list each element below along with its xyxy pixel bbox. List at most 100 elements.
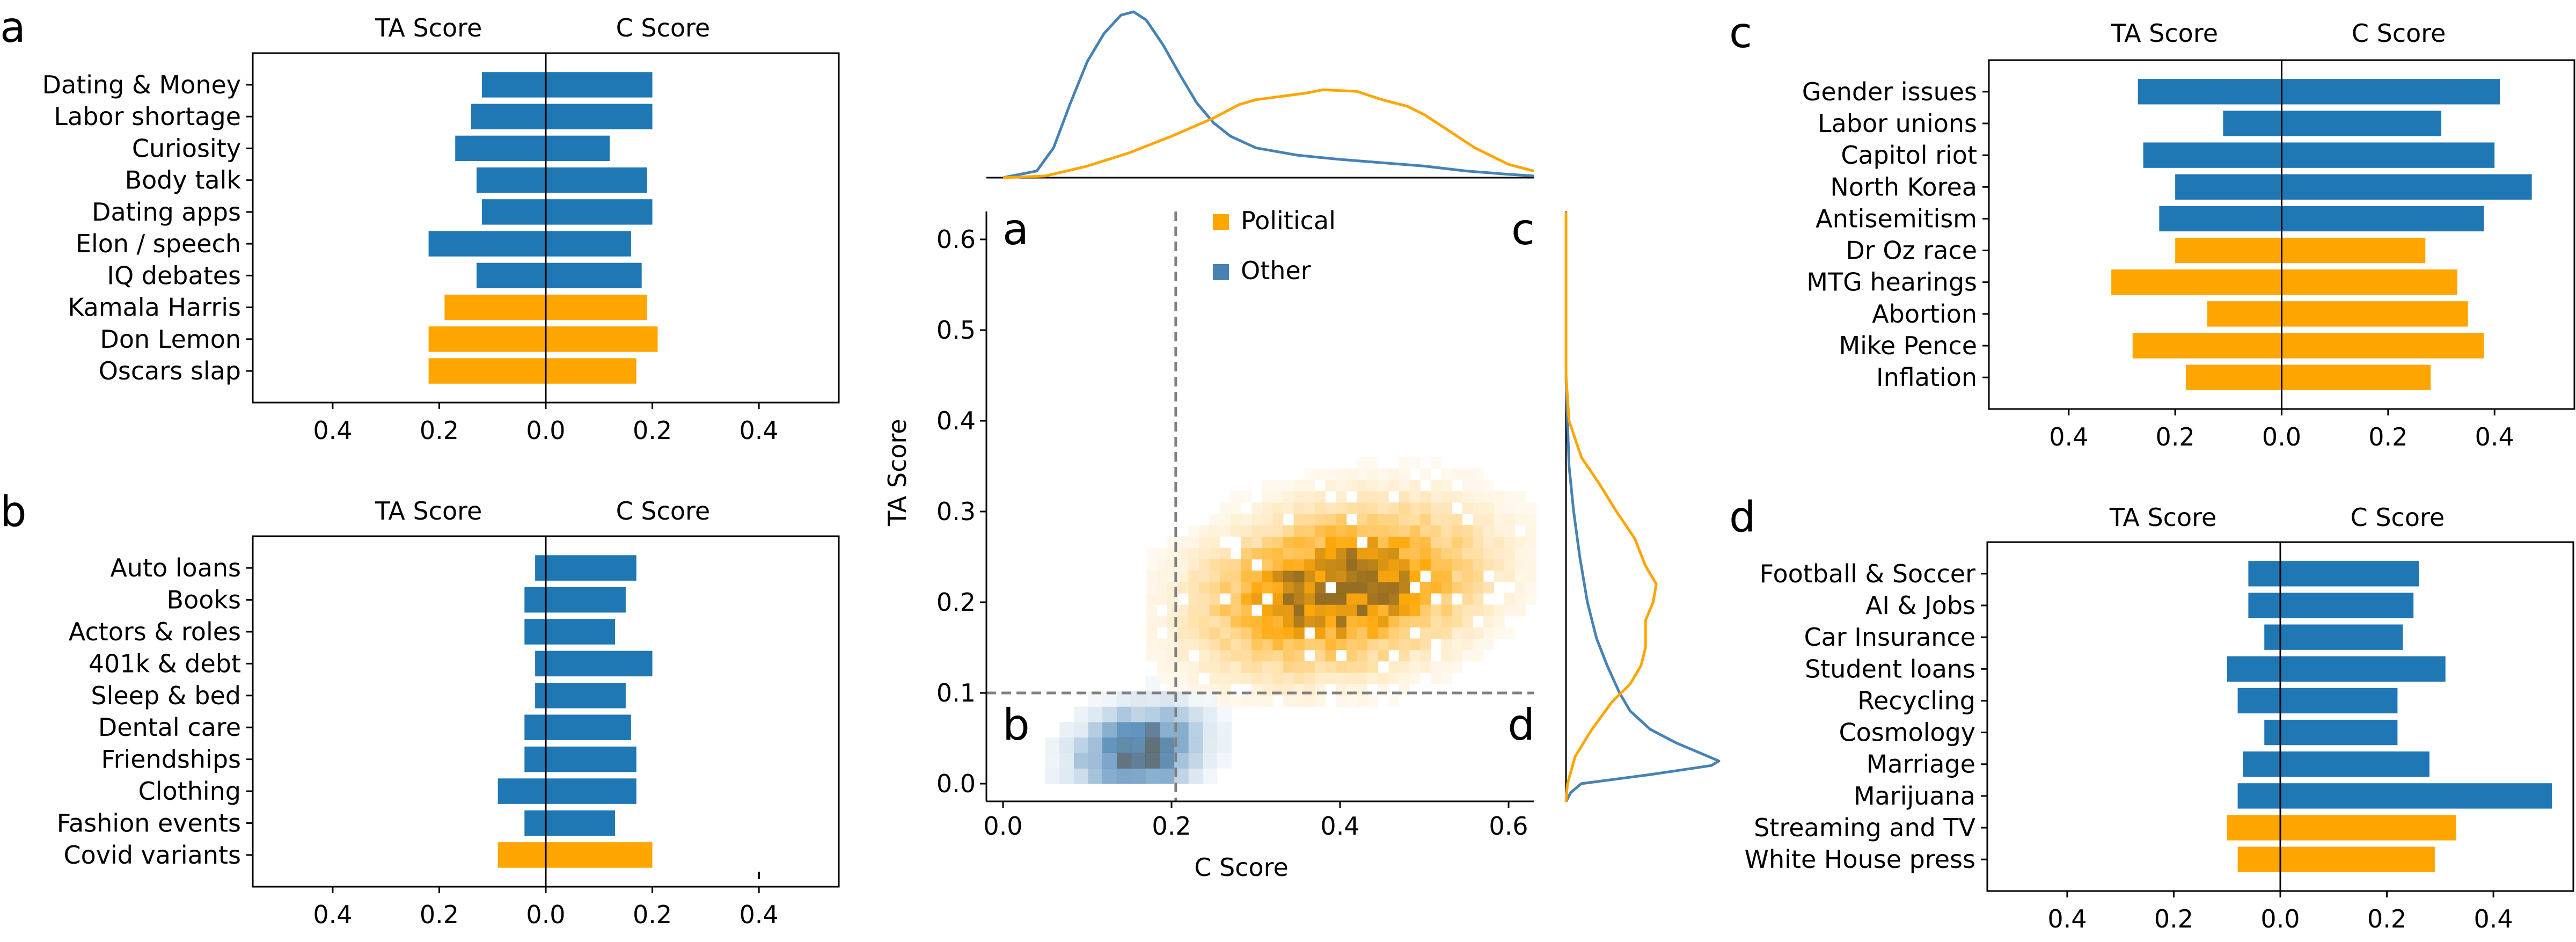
heatmap-cell — [1473, 468, 1484, 480]
category-label: Inflation — [1876, 363, 1977, 392]
heatmap-cell — [1146, 547, 1158, 560]
heatmap-cell — [1314, 581, 1326, 594]
heatmap-cell — [1378, 616, 1389, 627]
bar-c-score — [546, 555, 636, 581]
heatmap-cell — [1346, 649, 1357, 662]
heatmap-cell — [1241, 570, 1252, 582]
x-tick-label: 0.2 — [1152, 812, 1191, 841]
heatmap-cell — [1525, 581, 1536, 594]
heatmap-cell — [1483, 604, 1495, 616]
heatmap-cell — [1177, 547, 1189, 560]
y-tick-label: 0.3 — [936, 497, 976, 526]
legend-label: Political — [1241, 206, 1336, 235]
bar-ta-score — [2111, 269, 2282, 295]
heatmap-cell — [1146, 638, 1158, 651]
heatmap-cell — [1283, 570, 1294, 582]
heatmap-cell — [1494, 627, 1505, 639]
y-tick-label: 0.1 — [936, 678, 976, 707]
heatmap-cell — [1283, 638, 1294, 651]
heatmap-cell — [1272, 661, 1284, 673]
heatmap-cell — [1157, 581, 1168, 594]
heatmap-cell — [1441, 514, 1452, 525]
heatmap-cell — [1177, 581, 1189, 594]
heatmap-cell — [1293, 559, 1305, 571]
heatmap-cell — [1357, 695, 1368, 707]
heatmap-cell — [1252, 638, 1263, 651]
heatmap-cell — [1314, 491, 1326, 503]
heatmap-cell — [1420, 491, 1431, 503]
heatmap-cell — [1203, 768, 1218, 784]
heatmap-cell — [1420, 468, 1431, 480]
heatmap-cell — [1430, 559, 1441, 571]
bar-c-score — [2280, 751, 2429, 777]
heatmap-cell — [1409, 547, 1421, 560]
heatmap-cell — [1367, 627, 1379, 639]
quadrant-label-a: a — [1002, 205, 1029, 254]
heatmap-cell — [1399, 559, 1410, 571]
heatmap-cell — [1399, 491, 1410, 503]
heatmap-cell — [1283, 695, 1294, 707]
bar-c-score — [2281, 364, 2431, 390]
heatmap-cell — [1220, 604, 1231, 616]
heatmap-cell — [1073, 768, 1089, 784]
heatmap-cell — [1199, 627, 1210, 639]
heatmap-cell — [1346, 593, 1357, 605]
heatmap-cell — [1252, 581, 1263, 594]
heatmap-cell — [1304, 491, 1315, 503]
bar-c-score — [2281, 142, 2495, 168]
heatmap-cell — [1357, 627, 1368, 639]
heatmap-cell — [1252, 536, 1263, 549]
heatmap-cell — [1314, 502, 1326, 514]
x-tick-label: 0.0 — [983, 812, 1022, 841]
heatmap-cell — [1188, 547, 1199, 560]
x-tick-label: 0.4 — [740, 900, 779, 929]
heatmap-cell — [1188, 672, 1199, 684]
heatmap-cell — [1378, 627, 1389, 639]
heatmap-cell — [1336, 661, 1347, 673]
bar-ta-score — [524, 714, 546, 740]
heatmap-cell — [1388, 547, 1400, 560]
heatmap-cell — [1177, 627, 1189, 639]
top-kde-other — [1002, 10, 1534, 179]
x-tick-label: 0.2 — [2156, 422, 2195, 451]
heatmap-cell — [1473, 638, 1484, 651]
heatmap-cell — [1177, 638, 1189, 651]
heatmap-cell — [1504, 514, 1516, 525]
heatmap-cell — [1441, 649, 1452, 662]
category-label: Gender issues — [1802, 77, 1977, 106]
category-label: Car Insurance — [1804, 623, 1975, 652]
heatmap-cell — [1314, 638, 1326, 651]
heatmap-cell — [1504, 536, 1516, 549]
heatmap-cell — [1346, 468, 1357, 480]
bar-c-score — [2280, 688, 2398, 714]
heatmap-cell — [1241, 695, 1252, 707]
heatmap-cell — [1357, 616, 1368, 627]
heatmap-cell — [1157, 570, 1168, 582]
heatmap-cell — [1209, 559, 1220, 571]
heatmap-cell — [1146, 616, 1158, 627]
panel-letter: a — [0, 4, 26, 52]
heatmap-cell — [1177, 661, 1189, 673]
heatmap-cell — [1209, 514, 1220, 525]
heatmap-cell — [1420, 547, 1431, 560]
heatmap-cell — [1483, 638, 1495, 651]
heatmap-cell — [1473, 593, 1484, 605]
heatmap-cell — [1399, 468, 1410, 480]
bar-ta-score — [481, 72, 546, 98]
heatmap-cell — [1252, 695, 1263, 707]
heatmap-cell — [1230, 627, 1242, 639]
right-kde-political — [1564, 212, 1658, 802]
heatmap-cell — [1430, 627, 1441, 639]
heatmap-cell — [1241, 514, 1252, 525]
heatmap-cell — [1131, 706, 1146, 722]
right-axis-title: C Score — [2352, 19, 2446, 48]
y-axis-label: TA Score — [883, 419, 912, 526]
bar-c-score — [546, 262, 642, 289]
heatmap-cell — [1230, 649, 1242, 662]
heatmap-cell — [1131, 768, 1146, 784]
category-label: Actors & roles — [69, 617, 241, 646]
heatmap-cell — [1514, 593, 1526, 605]
heatmap-cell — [1346, 525, 1357, 537]
heatmap-cell — [1514, 581, 1526, 594]
heatmap-cell — [1378, 672, 1389, 684]
